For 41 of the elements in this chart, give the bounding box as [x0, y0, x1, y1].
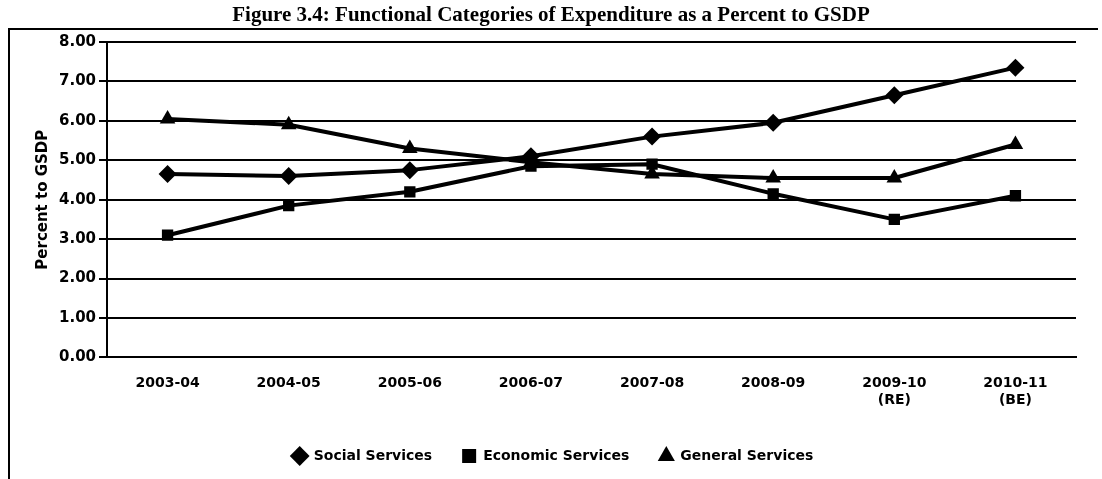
point: [885, 86, 904, 105]
y-tick-label: 5.00: [58, 150, 97, 169]
x-tick-label: 2004-05: [256, 374, 321, 391]
point: [886, 169, 903, 183]
x-tick-label: 2008-09: [741, 374, 806, 391]
point: [1007, 135, 1024, 150]
point: [643, 127, 662, 146]
y-axis-title: Percent to GSDP: [32, 129, 51, 270]
x-tick-label: 2003-04: [135, 374, 200, 391]
y-tick-label: 8.00: [58, 31, 97, 50]
y-tick-label: 0.00: [58, 347, 97, 366]
point: [159, 109, 176, 124]
x-tick-label: 2005-06: [377, 374, 442, 391]
y-tick-label: 2.00: [58, 268, 97, 287]
x-tick-label: 2007-08: [619, 374, 685, 391]
point: [767, 188, 779, 200]
legend-label: General Services: [680, 446, 814, 463]
point: [765, 169, 781, 183]
legend-label: Economic Services: [483, 446, 630, 463]
x-tick-label: 2009-10 (RE): [862, 374, 927, 408]
point: [402, 139, 418, 153]
x-tick-label: 2010-11 (BE): [983, 374, 1048, 408]
y-tick-label: 1.00: [58, 307, 97, 326]
y-tick-label: 6.00: [58, 110, 97, 129]
y-tick-label: 4.00: [58, 189, 97, 208]
point: [404, 186, 416, 198]
point: [1006, 58, 1025, 77]
point: [161, 229, 174, 241]
y-tick-label: 3.00: [58, 229, 97, 248]
x-tick-label: 2006-07: [498, 374, 564, 391]
point: [400, 161, 419, 180]
legend-label: Social Services: [313, 446, 433, 463]
point: [1009, 190, 1022, 202]
y-tick-label: 7.00: [58, 71, 97, 90]
point: [158, 165, 177, 184]
point: [764, 113, 783, 132]
point: [888, 213, 900, 226]
point: [279, 167, 298, 186]
chart-title: Figure 3.4: Functional Categories of Expenditure as a Percent to GSDP: [231, 1, 871, 28]
point: [646, 158, 658, 170]
point: [280, 115, 297, 130]
